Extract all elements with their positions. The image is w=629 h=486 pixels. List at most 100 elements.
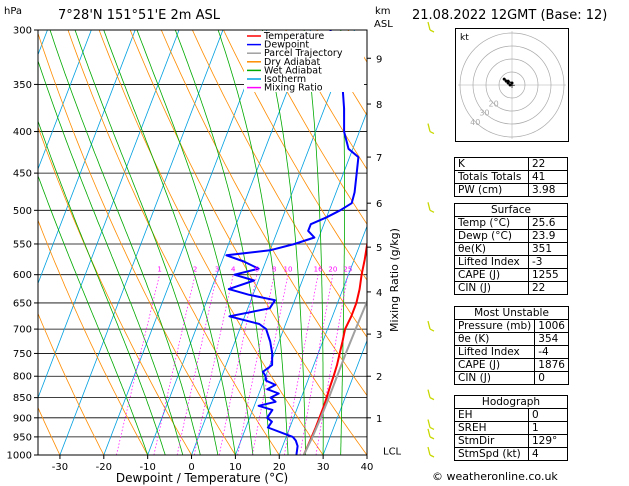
- wind-barb: [427, 123, 431, 132]
- index-label: Pressure (mb): [453, 319, 536, 333]
- profile-series: [225, 30, 367, 455]
- table-row: StmDir 129°: [454, 434, 568, 448]
- mixing-ratio-label: 25: [343, 266, 352, 274]
- dry-adiabat-line: [67, 30, 280, 455]
- pressure-tick-label: 300: [13, 26, 32, 37]
- mixing-ratio-line: [315, 274, 349, 455]
- mixing-ratio-line: [218, 274, 258, 455]
- isotherm-line: [235, 110, 367, 455]
- wet-adiabat-line: [174, 30, 271, 455]
- wind-barb: [427, 446, 431, 456]
- x-axis-title: Dewpoint / Temperature (°C): [116, 471, 288, 485]
- pressure-tick-label: 950: [13, 432, 32, 443]
- wind-barb-flag: [429, 209, 435, 213]
- table-row: Totals Totals 41: [454, 170, 568, 184]
- legend-label: Temperature: [263, 31, 324, 42]
- index-value: 0: [528, 408, 568, 422]
- asl-unit-label: ASL: [374, 19, 393, 30]
- pressure-tick-label: 450: [13, 169, 32, 180]
- pressure-tick-label: 800: [13, 372, 32, 383]
- dry-adiabat-line: [38, 406, 61, 455]
- mixing-ratio-axis-title: Mixing Ratio (g/kg): [388, 228, 401, 332]
- wet-adiabat-line: [38, 59, 184, 455]
- legend-label: Parcel Trajectory: [264, 48, 343, 59]
- pressure-tick-label: 1000: [7, 451, 32, 462]
- table-row: CAPE (J) 1876: [453, 358, 569, 372]
- temperature-tick-label: 10: [229, 462, 242, 473]
- wet-adiabat-line: [38, 119, 166, 455]
- index-label: StmDir: [454, 434, 529, 448]
- wet-adiabat-line: [74, 30, 219, 455]
- wind-barb-flag: [429, 328, 435, 332]
- dry-adiabat-line: [38, 125, 192, 455]
- isotherm-line: [322, 339, 367, 455]
- height-tick-label: 7: [376, 153, 382, 164]
- hodograph-table: Hodograph EH 0 SREH 1 StmDir 129° StmSpd (kt) 4: [454, 395, 568, 461]
- table-row: Lifted Index -4: [453, 345, 569, 359]
- temperature-tick-label: -30: [52, 462, 68, 473]
- index-value: 23.9: [528, 229, 568, 243]
- index-label: PW (cm): [454, 183, 529, 197]
- dry-adiabat-line: [38, 312, 105, 455]
- table-row: Lifted Index -3: [454, 255, 568, 269]
- isotherm-line: [38, 30, 136, 285]
- table-title-row: Most Unstable: [454, 306, 569, 320]
- table-row: Pressure (mb) 1006: [453, 319, 569, 333]
- mixing-ratio-line: [176, 274, 218, 455]
- lcl-label: LCL: [383, 446, 402, 457]
- index-value: 1255: [528, 268, 568, 282]
- isotherm-line: [147, 30, 312, 455]
- table-row: CAPE (J) 1255: [454, 268, 568, 282]
- hodograph-point: [506, 79, 510, 83]
- pressure-tick-label: 600: [13, 270, 32, 281]
- pressure-tick-label: 550: [13, 239, 32, 250]
- index-value: 1: [528, 421, 568, 435]
- legend-label: Dry Adiabat: [264, 57, 321, 68]
- legend-label: Wet Adiabat: [264, 65, 322, 76]
- index-label: EH: [454, 408, 529, 422]
- height-tick-label: 4: [376, 288, 382, 299]
- table-row: SREH 1: [454, 421, 568, 435]
- height-tick-label: 2: [376, 372, 382, 383]
- dry-adiabat-line: [129, 30, 367, 455]
- mixing-ratio-label: 1: [157, 266, 161, 274]
- hodograph: kt 20 30 40 +: [455, 28, 569, 142]
- isotherm-line: [191, 30, 355, 455]
- plot-frame: [37, 29, 368, 456]
- dry-adiabat-line: [597, 30, 629, 455]
- index-label: Temp (°C): [454, 216, 529, 230]
- hodograph-point: [502, 77, 506, 81]
- pressure-tick-label: 850: [13, 393, 32, 404]
- hodograph-unit-label: kt: [460, 33, 469, 43]
- legend-box: [244, 31, 364, 92]
- pressure-tick-label: 500: [13, 206, 32, 217]
- wet-adiabat-line: [38, 174, 149, 455]
- index-value: 3.98: [528, 183, 568, 197]
- pressure-tick-label: 350: [13, 80, 32, 91]
- index-label: CIN (J): [454, 281, 529, 295]
- mixing-ratio-line: [251, 274, 289, 455]
- height-axis: 1 2 3 4 5 6 7 8 9 LCL: [367, 54, 402, 457]
- most-unstable-table: Most Unstable Pressure (mb) 1006 θe (K) 354 L…: [453, 306, 569, 385]
- mixing-ratio-line: [116, 274, 160, 455]
- temperature-tick-label: 20: [273, 462, 286, 473]
- wet-adiabat-line: [340, 30, 345, 455]
- wind-barb: [427, 419, 431, 428]
- index-value: 22: [528, 157, 568, 171]
- index-label: CAPE (J): [454, 268, 529, 282]
- pressure-tick-label: 650: [13, 298, 32, 309]
- wind-barb-flag: [429, 29, 435, 33]
- wind-barb-flag: [429, 426, 435, 431]
- dry-adiabat-line: [566, 30, 629, 455]
- mixing-ratio-label: 6: [255, 266, 260, 274]
- index-label: Dewp (°C): [454, 229, 529, 243]
- isotherm-line: [38, 30, 92, 171]
- pressure-tick-label: 400: [13, 127, 32, 138]
- index-value: 129°: [528, 434, 568, 448]
- index-label: SREH: [454, 421, 529, 435]
- index-label: Totals Totals: [454, 170, 529, 184]
- height-tick-label: 6: [376, 199, 382, 210]
- table-row: StmSpd (kt) 4: [454, 447, 568, 461]
- km-unit-label: km: [375, 6, 391, 17]
